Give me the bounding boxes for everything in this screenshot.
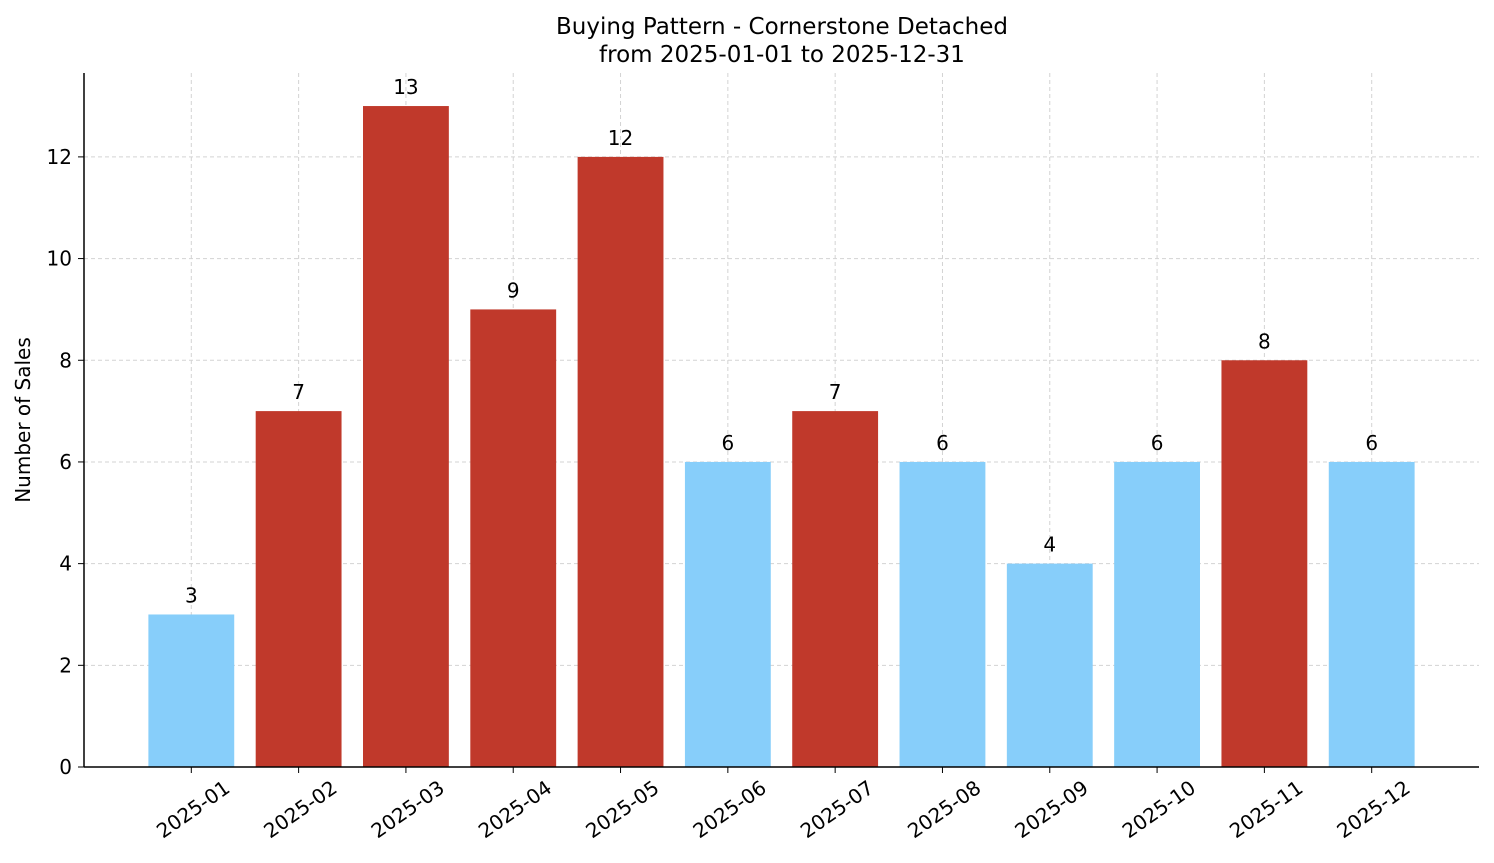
data-label: 3 bbox=[185, 583, 198, 607]
data-label: 6 bbox=[721, 431, 734, 455]
y-tick-label: 4 bbox=[59, 552, 72, 576]
data-label: 6 bbox=[1151, 431, 1164, 455]
y-tick-label: 0 bbox=[59, 755, 72, 779]
bar bbox=[1006, 563, 1093, 767]
y-axis-label: Number of Sales bbox=[11, 337, 35, 503]
bar bbox=[684, 461, 771, 767]
bar bbox=[792, 411, 879, 767]
x-tick-label: 2025-07 bbox=[796, 775, 878, 843]
x-tick-label: 2025-04 bbox=[474, 775, 556, 843]
bar bbox=[1114, 461, 1200, 767]
x-tick-label: 2025-12 bbox=[1332, 775, 1414, 843]
data-label: 8 bbox=[1258, 329, 1271, 353]
x-tick-label: 2025-08 bbox=[903, 775, 985, 843]
data-label: 9 bbox=[507, 278, 520, 302]
bar bbox=[255, 411, 342, 767]
data-label: 6 bbox=[1365, 431, 1378, 455]
bar bbox=[899, 461, 986, 767]
y-tick-label: 12 bbox=[47, 145, 72, 169]
data-label: 6 bbox=[936, 431, 949, 455]
y-tick-label: 6 bbox=[59, 450, 72, 474]
y-tick-label: 8 bbox=[59, 348, 72, 372]
data-label: 7 bbox=[829, 380, 842, 404]
x-tick-label: 2025-01 bbox=[152, 775, 234, 843]
data-label: 12 bbox=[608, 126, 633, 150]
y-tick-label: 2 bbox=[59, 653, 72, 677]
bar bbox=[1221, 360, 1308, 767]
x-tick-label: 2025-03 bbox=[367, 775, 449, 843]
data-label: 13 bbox=[393, 75, 418, 99]
bar bbox=[148, 614, 235, 767]
x-tick-label: 2025-11 bbox=[1225, 775, 1307, 843]
chart-title: Buying Pattern - Cornerstone Detached bbox=[556, 14, 1008, 40]
bar bbox=[470, 309, 557, 767]
data-label: 4 bbox=[1043, 533, 1056, 557]
y-tick-label: 10 bbox=[47, 247, 72, 271]
x-tick-label: 2025-02 bbox=[259, 775, 341, 843]
x-tick-label: 2025-09 bbox=[1010, 775, 1092, 843]
data-label: 7 bbox=[292, 380, 305, 404]
chart-subtitle: from 2025-01-01 to 2025-12-31 bbox=[599, 42, 965, 68]
x-tick-label: 2025-10 bbox=[1118, 775, 1200, 843]
bar bbox=[1328, 461, 1415, 767]
bar bbox=[363, 106, 449, 768]
bar bbox=[577, 156, 664, 767]
x-tick-label: 2025-05 bbox=[581, 775, 663, 843]
x-tick-label: 2025-06 bbox=[688, 775, 770, 843]
